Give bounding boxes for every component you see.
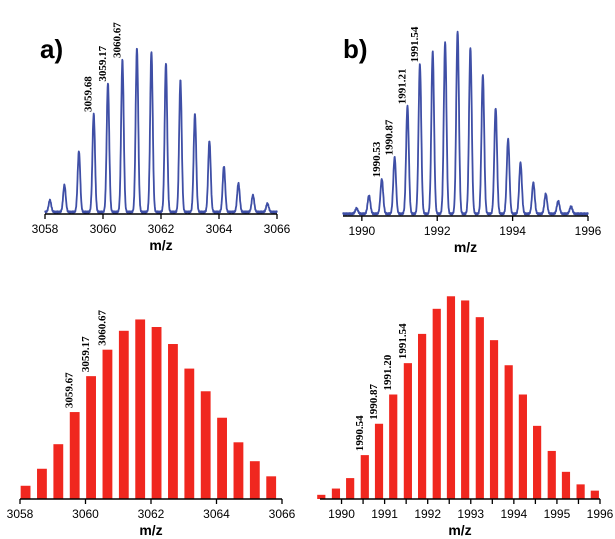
x-tick-label-a-exp-1: 3060 bbox=[90, 222, 117, 236]
x-axis-title-a-sim: m/z bbox=[139, 522, 162, 538]
peak-annotation-b-sim-0: 1990.54 bbox=[354, 415, 366, 451]
bar-a-sim-6 bbox=[118, 330, 129, 499]
bar-a-sim-4 bbox=[86, 376, 96, 499]
bar-b-sim-2 bbox=[346, 478, 355, 499]
bar-a-sim-3 bbox=[69, 412, 80, 499]
x-tick-label-a-exp-3: 3064 bbox=[206, 222, 233, 236]
bar-b-sim-1 bbox=[331, 488, 341, 499]
x-tick-label-b-sim-0: 1990 bbox=[328, 507, 355, 521]
peak-annotation-a-sim-2: 3060.67 bbox=[96, 309, 108, 345]
bar-b-sim-10 bbox=[461, 300, 470, 499]
bar-a-sim-0 bbox=[20, 485, 31, 499]
bar-b-sim-8 bbox=[432, 308, 441, 499]
bar-b-sim-11 bbox=[475, 317, 484, 499]
peak-annotation-a-exp-0: 3059.68 bbox=[83, 76, 95, 112]
bar-b-sim-9 bbox=[446, 296, 456, 499]
spectrum-line-a-exp bbox=[44, 47, 278, 214]
bar-a-sim-13 bbox=[233, 442, 244, 499]
bar-a-sim-8 bbox=[151, 327, 162, 499]
x-axis-title-a-exp: m/z bbox=[149, 237, 172, 253]
x-tick-label-a-sim-0: 3058 bbox=[7, 507, 34, 521]
x-axis-title-b-sim: m/z bbox=[448, 522, 471, 538]
bar-a-sim-10 bbox=[184, 368, 195, 499]
peak-annotation-a-sim-0: 3059.67 bbox=[64, 372, 76, 408]
peak-annotation-b-exp-1: 1990.87 bbox=[384, 119, 396, 155]
peak-annotation-b-sim-3: 1991.54 bbox=[397, 323, 409, 359]
bar-b-sim-14 bbox=[518, 394, 527, 499]
x-tick-label-b-sim-2: 1991 bbox=[371, 507, 398, 521]
chart-a-exp: 3058 3060 3062 3064 3066 m/z 3059.683059.17306… bbox=[32, 22, 291, 253]
x-tick-label-a-sim-1: 3060 bbox=[72, 507, 99, 521]
bar-a-sim-1 bbox=[37, 468, 47, 499]
bar-b-sim-7 bbox=[418, 333, 427, 499]
x-tick-label-a-exp-0: 3058 bbox=[32, 222, 59, 236]
x-tick-label-a-sim-2: 3062 bbox=[138, 507, 165, 521]
x-tick-label-a-exp-2: 3062 bbox=[148, 222, 175, 236]
x-tick-label-b-sim-4: 1992 bbox=[414, 507, 441, 521]
bar-a-sim-15 bbox=[266, 476, 277, 499]
peak-annotation-b-sim-2: 1991.20 bbox=[382, 354, 394, 390]
bar-b-sim-6 bbox=[403, 363, 412, 499]
bar-b-sim-12 bbox=[489, 340, 499, 499]
peak-annotation-b-exp-0: 1990.53 bbox=[371, 141, 383, 177]
peak-annotation-a-exp-2: 3060.67 bbox=[111, 22, 123, 58]
peak-annotation-a-exp-1: 3059.17 bbox=[97, 45, 109, 81]
x-tick-label-a-sim-3: 3064 bbox=[203, 507, 230, 521]
x-tick-label-b-exp-1: 1992 bbox=[424, 224, 451, 238]
bar-b-sim-3 bbox=[360, 455, 369, 499]
x-tick-label-b-exp-0: 1990 bbox=[348, 224, 375, 238]
peak-annotation-b-exp-2: 1991.21 bbox=[396, 69, 408, 105]
x-axis-title-b-exp: m/z bbox=[454, 239, 477, 255]
bar-b-sim-13 bbox=[504, 365, 513, 499]
chart-panels: 3058 3060 3062 3064 3066m/z3059.683059.17306… bbox=[7, 22, 614, 538]
bar-a-sim-7 bbox=[135, 319, 146, 499]
bar-a-sim-9 bbox=[168, 344, 178, 499]
x-tick-label-a-sim-4: 3066 bbox=[269, 507, 296, 521]
chart-b-sim: 1990 1991 1992 1993 1994 1995 1996m/z1990.5419… bbox=[317, 296, 614, 538]
bar-b-sim-5 bbox=[389, 394, 398, 499]
peak-annotation-a-sim-1: 3059.17 bbox=[80, 336, 92, 372]
peak-annotation-b-sim-1: 1990.87 bbox=[368, 384, 380, 420]
x-tick-label-b-sim-12: 1996 bbox=[587, 507, 614, 521]
bar-b-sim-18 bbox=[576, 484, 585, 499]
panel-label-b: b) bbox=[343, 34, 368, 64]
x-tick-label-b-exp-3: 1996 bbox=[575, 224, 602, 238]
bar-a-sim-14 bbox=[249, 461, 260, 499]
peak-annotation-b-exp-3: 1991.54 bbox=[409, 26, 421, 62]
x-tick-label-b-exp-2: 1994 bbox=[499, 224, 526, 238]
panel-label-a: a) bbox=[40, 34, 63, 64]
bar-a-sim-2 bbox=[53, 444, 64, 499]
bar-a-sim-12 bbox=[217, 417, 227, 499]
bar-b-sim-0 bbox=[317, 494, 326, 499]
chart-a-sim: 3058 3060 3062 3064 3066 m/z 3059.67 3059.17 306… bbox=[7, 309, 296, 538]
bar-a-sim-11 bbox=[200, 391, 211, 499]
bar-b-sim-17 bbox=[561, 471, 571, 499]
bar-b-sim-19 bbox=[590, 490, 599, 499]
x-tick-label-b-sim-10: 1995 bbox=[544, 507, 571, 521]
x-tick-label-b-sim-8: 1994 bbox=[500, 507, 527, 521]
x-tick-label-a-exp-4: 3066 bbox=[264, 222, 291, 236]
spectrum-line-b-exp bbox=[342, 30, 589, 216]
bar-a-sim-5 bbox=[102, 349, 113, 499]
bar-b-sim-4 bbox=[374, 423, 384, 499]
bar-b-sim-15 bbox=[533, 425, 542, 499]
bar-b-sim-16 bbox=[547, 450, 556, 499]
x-tick-label-b-sim-6: 1993 bbox=[457, 507, 484, 521]
